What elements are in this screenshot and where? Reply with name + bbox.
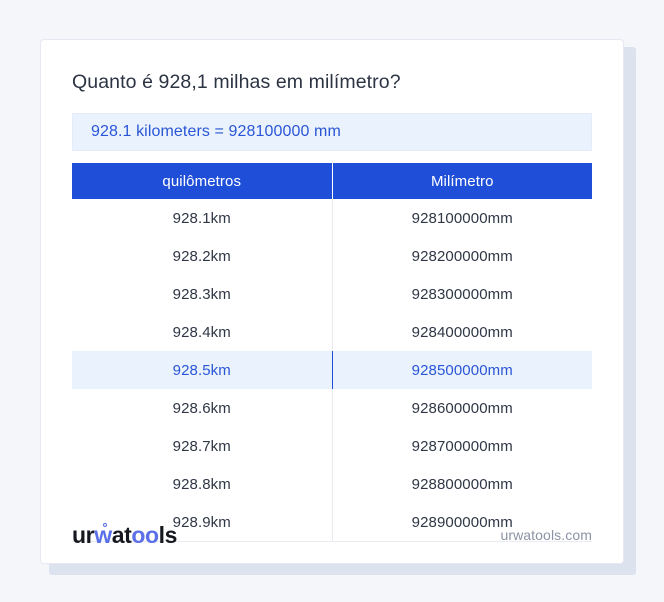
table-header-row: quilômetros Milímetro — [72, 163, 592, 199]
cell-millimeters: 928400000mm — [332, 313, 592, 351]
logo-part-ur: ur — [72, 521, 95, 548]
cell-kilometers: 928.3km — [72, 275, 333, 313]
cell-millimeters: 928100000mm — [332, 199, 592, 237]
table-row: 928.5km 928500000mm — [72, 351, 592, 389]
table-row: 928.7km 928700000mm — [72, 427, 592, 465]
table-body: 928.1km 928100000mm 928.2km 928200000mm 928.… — [72, 199, 592, 542]
cell-millimeters: 928600000mm — [332, 389, 592, 427]
logo-part-at: at — [111, 521, 132, 548]
column-header-kilometers: quilômetros — [72, 163, 333, 199]
cell-millimeters: 928500000mm — [332, 351, 592, 389]
logo-part-oo: oo — [131, 521, 159, 548]
cell-kilometers: 928.5km — [72, 351, 333, 389]
cell-kilometers: 928.4km — [72, 313, 333, 351]
cell-millimeters: 928700000mm — [332, 427, 592, 465]
cell-kilometers: 928.7km — [72, 427, 333, 465]
result-banner: 928.1 kilometers = 928100000 mm — [72, 113, 592, 151]
brand-logo[interactable]: ur w at oo ls — [72, 522, 177, 549]
table-row: 928.1km 928100000mm — [72, 199, 592, 237]
table-head: quilômetros Milímetro — [72, 163, 592, 199]
card-content: Quanto é 928,1 milhas em milímetro? 928.… — [41, 40, 623, 542]
cell-millimeters: 928300000mm — [332, 275, 592, 313]
cell-kilometers: 928.9km — [72, 503, 333, 542]
table-row: 928.6km 928600000mm — [72, 389, 592, 427]
card-footer: ur w at oo ls urwatools.com — [41, 507, 623, 563]
table-row: 928.8km 928800000mm — [72, 465, 592, 503]
site-url-label: urwatools.com — [500, 527, 592, 543]
page-title: Quanto é 928,1 milhas em milímetro? — [72, 71, 401, 93]
cell-kilometers: 928.8km — [72, 465, 333, 503]
converter-card: Quanto é 928,1 milhas em milímetro? 928.… — [40, 39, 624, 564]
logo-part-w: w — [94, 521, 112, 548]
result-banner-text: 928.1 kilometers = 928100000 mm — [91, 123, 341, 140]
table-row: 928.2km 928200000mm — [72, 237, 592, 275]
table-row: 928.3km 928300000mm — [72, 275, 592, 313]
cell-kilometers: 928.6km — [72, 389, 333, 427]
cell-millimeters: 928800000mm — [332, 465, 592, 503]
column-header-millimeters: Milímetro — [332, 163, 592, 199]
cell-kilometers: 928.2km — [72, 237, 333, 275]
conversion-table: quilômetros Milímetro 928.1km 928100000mm… — [72, 163, 592, 542]
cell-millimeters: 928200000mm — [332, 237, 592, 275]
logo-dot-icon — [103, 522, 107, 527]
table-row: 928.9km 928900000mm — [72, 503, 592, 542]
logo-part-ls: ls — [158, 521, 178, 548]
table-row: 928.4km 928400000mm — [72, 313, 592, 351]
cell-millimeters: 928900000mm — [332, 503, 592, 542]
cell-kilometers: 928.1km — [72, 199, 333, 237]
